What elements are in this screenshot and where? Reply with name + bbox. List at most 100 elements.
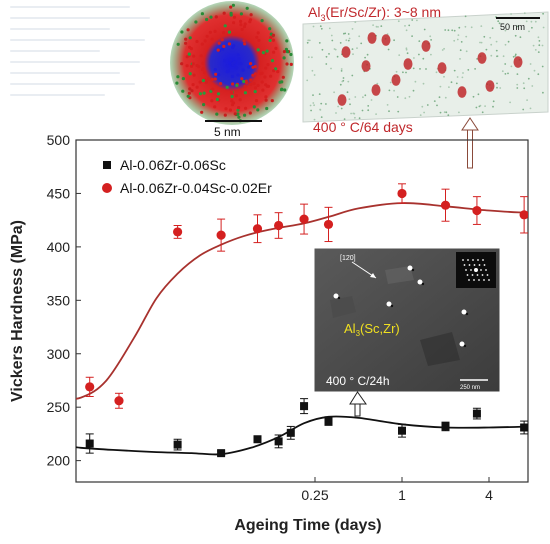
apt-atom — [541, 65, 544, 68]
diffraction-spot — [483, 264, 486, 266]
apt-atom — [531, 26, 533, 29]
cluster-atom — [264, 95, 268, 99]
cluster-atom — [220, 38, 224, 42]
apt-atom — [502, 55, 505, 58]
cluster-atom — [189, 64, 194, 68]
cluster-atom — [195, 63, 199, 68]
cluster-atom — [230, 74, 235, 79]
cluster-atom — [236, 112, 240, 116]
apt-atom — [404, 25, 406, 27]
diffraction-spot — [483, 279, 485, 281]
apt-atom — [514, 55, 517, 57]
cluster-atom — [245, 81, 249, 85]
apt-atom — [413, 57, 415, 59]
apt-atom — [362, 96, 364, 99]
apt-atom — [489, 36, 492, 39]
apt-atom — [388, 89, 391, 92]
apt-atom — [358, 117, 361, 120]
cluster-atom — [249, 82, 253, 86]
apt-atom — [360, 42, 363, 45]
cluster-atom — [282, 56, 286, 60]
apt-atom — [483, 35, 486, 38]
diffraction-spot — [477, 259, 479, 261]
apt-atom — [465, 35, 468, 38]
cluster-atom — [249, 13, 253, 17]
apt-atom — [516, 87, 519, 89]
apt-atom — [405, 29, 408, 32]
apt-atom — [538, 40, 541, 42]
apt-atom — [320, 27, 323, 30]
cluster-atom — [223, 24, 227, 28]
cluster-atom — [176, 42, 180, 46]
apt-atom — [312, 102, 315, 104]
cluster-atom — [254, 99, 259, 103]
apt-atom — [443, 47, 445, 50]
apt-atom — [526, 99, 528, 101]
cluster-atom — [237, 57, 241, 61]
apt-atom — [349, 103, 351, 106]
cluster-atom — [209, 89, 213, 93]
data-point-zrsc — [43, 434, 51, 442]
cluster-atom — [215, 97, 219, 102]
apt-atom — [499, 87, 502, 89]
apt-atom — [411, 35, 413, 37]
apt-atom — [348, 37, 351, 40]
apt-atom — [351, 74, 354, 77]
cluster-atom — [242, 39, 246, 43]
apt-atom — [345, 39, 348, 42]
apt-atom — [504, 43, 507, 46]
apt-atom — [496, 55, 498, 58]
cluster-atom — [187, 52, 191, 56]
apt-atom — [507, 40, 510, 43]
cluster-atom — [225, 70, 229, 74]
cluster-atom — [202, 103, 206, 107]
data-point-zrscer — [85, 382, 95, 392]
apt-atom — [444, 29, 447, 31]
cluster-atom — [188, 36, 192, 40]
apt-atom — [448, 86, 450, 88]
cluster-atom — [201, 68, 205, 72]
cluster-atom — [274, 67, 278, 71]
cluster-atom — [192, 73, 196, 77]
apt-atom — [389, 81, 392, 84]
cluster-atom — [201, 78, 205, 83]
cluster-atom — [234, 94, 238, 98]
apt-precipitate — [371, 84, 381, 96]
cluster-atom — [228, 58, 232, 62]
cluster-atom — [240, 27, 244, 32]
apt-atom — [464, 25, 467, 28]
apt-atom — [393, 89, 395, 92]
cluster-atom — [269, 74, 273, 78]
x-axis-label: Ageing Time (days) — [234, 517, 381, 534]
cluster-atom — [282, 50, 286, 54]
data-point-zrscer — [252, 224, 263, 234]
cluster-atom — [242, 79, 246, 84]
cluster-atom — [175, 81, 179, 85]
apt-atom — [319, 108, 321, 111]
cluster-atom — [198, 80, 202, 84]
cluster-atom — [248, 111, 252, 115]
cluster-atom — [233, 112, 237, 116]
apt-precipitate — [337, 94, 347, 106]
apt-atom — [422, 82, 425, 85]
apt-atom — [534, 49, 537, 51]
diffraction-spot — [474, 268, 478, 272]
cluster-atom — [180, 62, 184, 66]
apt-atom — [497, 20, 500, 23]
cluster-atom — [239, 19, 243, 23]
cluster-atom — [194, 20, 198, 24]
apt-atom — [320, 102, 323, 105]
cluster-atom — [247, 65, 251, 69]
diffraction-spot — [468, 279, 470, 281]
apt-atom — [307, 56, 310, 58]
cluster-atom — [240, 77, 244, 81]
apt-atom — [342, 77, 345, 79]
cluster-atom — [283, 88, 287, 92]
apt-atom — [527, 77, 530, 80]
apt-atom — [354, 116, 356, 119]
data-point-zrsc — [300, 402, 309, 411]
cluster-atom — [219, 82, 223, 86]
legend-marker-zrscer — [102, 183, 112, 193]
apt-precipitate — [477, 52, 487, 64]
data-point-zrscer — [440, 200, 451, 210]
